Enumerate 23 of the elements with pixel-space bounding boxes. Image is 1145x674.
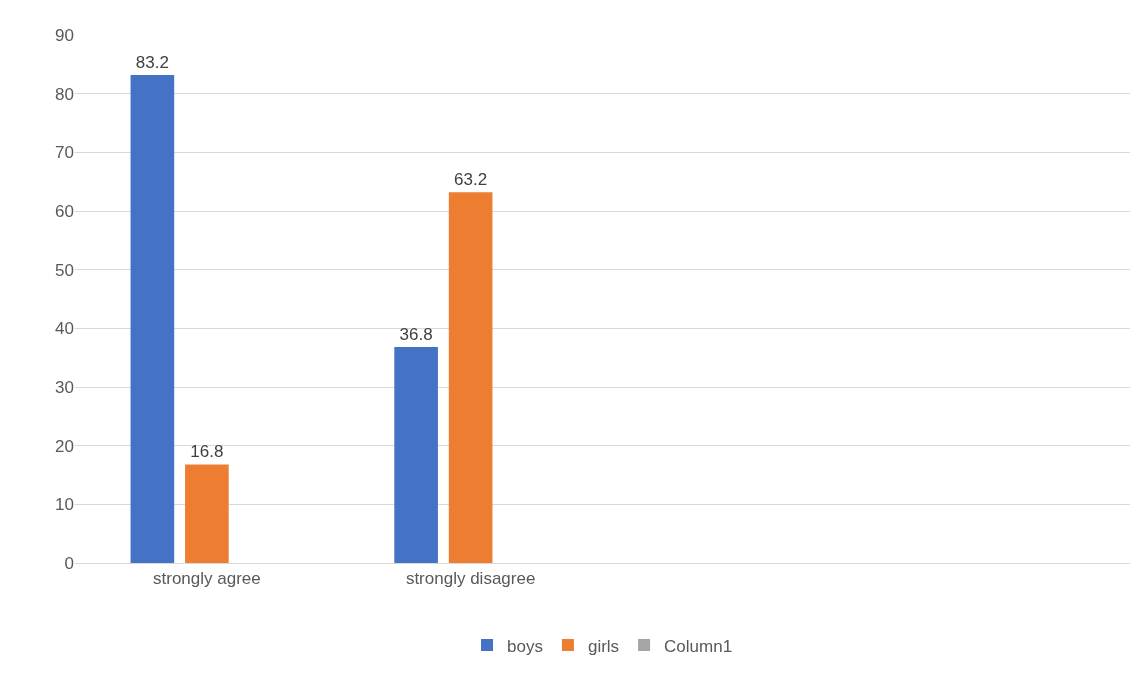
y-tick-label: 30 — [55, 377, 74, 397]
legend-label: boys — [507, 636, 543, 656]
x-tick-label: strongly disagree — [405, 569, 536, 589]
data-label: 16.8 — [190, 442, 224, 462]
y-tick-label: 60 — [55, 201, 74, 221]
bar — [394, 347, 438, 563]
data-label: 83.2 — [135, 52, 169, 72]
legend-label: girls — [587, 636, 620, 656]
y-tick-label: 80 — [55, 84, 74, 104]
legend-label: Column1 — [664, 636, 733, 656]
y-tick-label: 50 — [55, 260, 74, 280]
bar — [130, 74, 175, 563]
y-tick-label: 0 — [64, 553, 74, 573]
x-tick-label: strongly agree — [153, 569, 261, 589]
data-label: 63.2 — [454, 170, 488, 190]
y-tick-label: 20 — [55, 436, 74, 456]
bar — [185, 464, 229, 563]
data-label: 36.8 — [399, 325, 433, 345]
y-tick-label: 90 — [55, 25, 74, 45]
y-tick-label: 70 — [55, 143, 74, 163]
y-tick-label: 10 — [55, 495, 74, 515]
bar — [448, 192, 493, 563]
y-tick-label: 40 — [55, 319, 74, 339]
